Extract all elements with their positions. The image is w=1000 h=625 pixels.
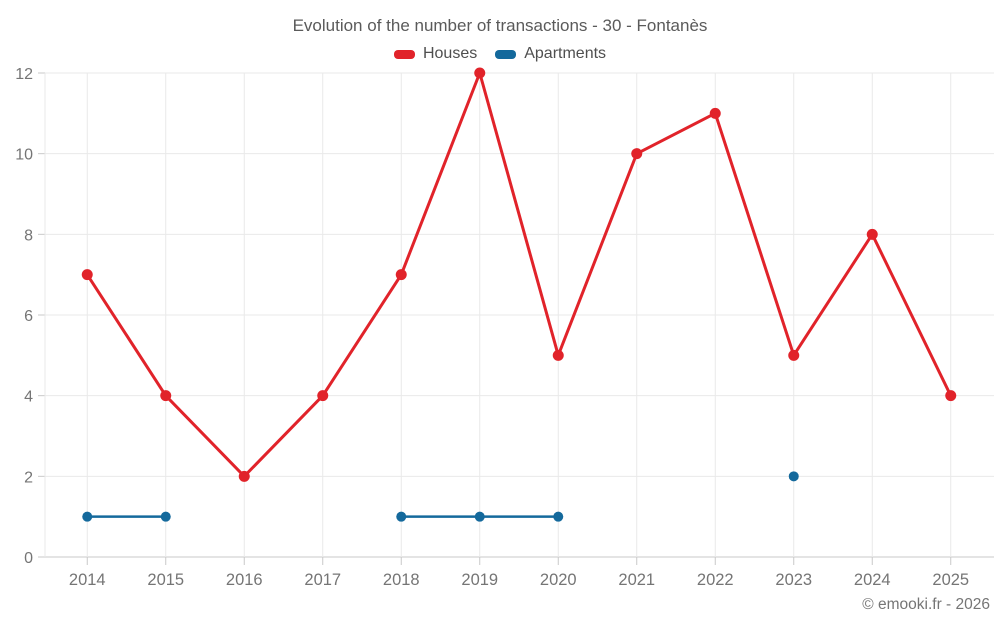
y-tick-label: 6: [24, 308, 33, 325]
houses-point-2021: [631, 148, 643, 160]
apartments-point-2020: [553, 511, 564, 522]
x-tick-label: 2017: [304, 571, 341, 589]
x-tick-label: 2015: [147, 571, 184, 589]
x-tick-label: 2018: [383, 571, 420, 589]
houses-point-2018: [395, 269, 407, 281]
y-tick-label: 2: [24, 469, 33, 486]
houses-point-2022: [709, 107, 721, 119]
apartments-point-2014: [82, 511, 93, 522]
apartments-legend-marker-icon: [495, 49, 517, 59]
y-tick-label: 12: [15, 66, 33, 83]
x-tick-label: 2025: [932, 571, 969, 589]
houses-point-2020: [552, 349, 564, 361]
x-tick-label: 2019: [461, 571, 498, 589]
y-tick-label: 0: [24, 550, 33, 567]
x-tick-label: 2022: [697, 571, 734, 589]
houses-line: [85, 71, 953, 478]
x-tick-label: 2023: [775, 571, 812, 589]
houses-point-2015: [160, 390, 172, 402]
y-tick-label: 10: [15, 147, 33, 164]
legend-item-houses[interactable]: Houses: [393, 45, 478, 63]
apartments-point-2015: [160, 511, 171, 522]
houses-point-2016: [238, 470, 250, 482]
houses-point-2023: [788, 349, 800, 361]
houses-legend-marker-icon: [393, 49, 415, 59]
apartments-point-2023: [788, 471, 799, 482]
y-tick-label: 8: [24, 227, 33, 244]
x-tick-label: 2020: [540, 571, 577, 589]
y-tick-label: 4: [24, 389, 33, 406]
copyright-watermark: © emooki.fr - 2026: [862, 596, 990, 613]
x-tick-label: 2021: [618, 571, 655, 589]
apartments-point-2019: [474, 511, 485, 522]
apartments-point-2018: [396, 511, 407, 522]
legend-label-houses: Houses: [422, 45, 478, 62]
chart-title: Evolution of the number of transactions …: [292, 16, 708, 35]
houses-point-2024: [866, 228, 878, 240]
legend-item-apartments[interactable]: Apartments: [495, 45, 606, 63]
x-tick-label: 2024: [854, 571, 891, 589]
x-tick-label: 2014: [69, 571, 106, 589]
x-tick-label: 2016: [226, 571, 263, 589]
legend-label-apartments: Apartments: [524, 45, 607, 62]
houses-point-2025: [945, 390, 957, 402]
houses-point-2019: [474, 67, 486, 79]
houses-point-2014: [81, 269, 93, 281]
houses-point-2017: [317, 390, 329, 402]
chart-legend: Houses Apartments: [0, 45, 1000, 63]
